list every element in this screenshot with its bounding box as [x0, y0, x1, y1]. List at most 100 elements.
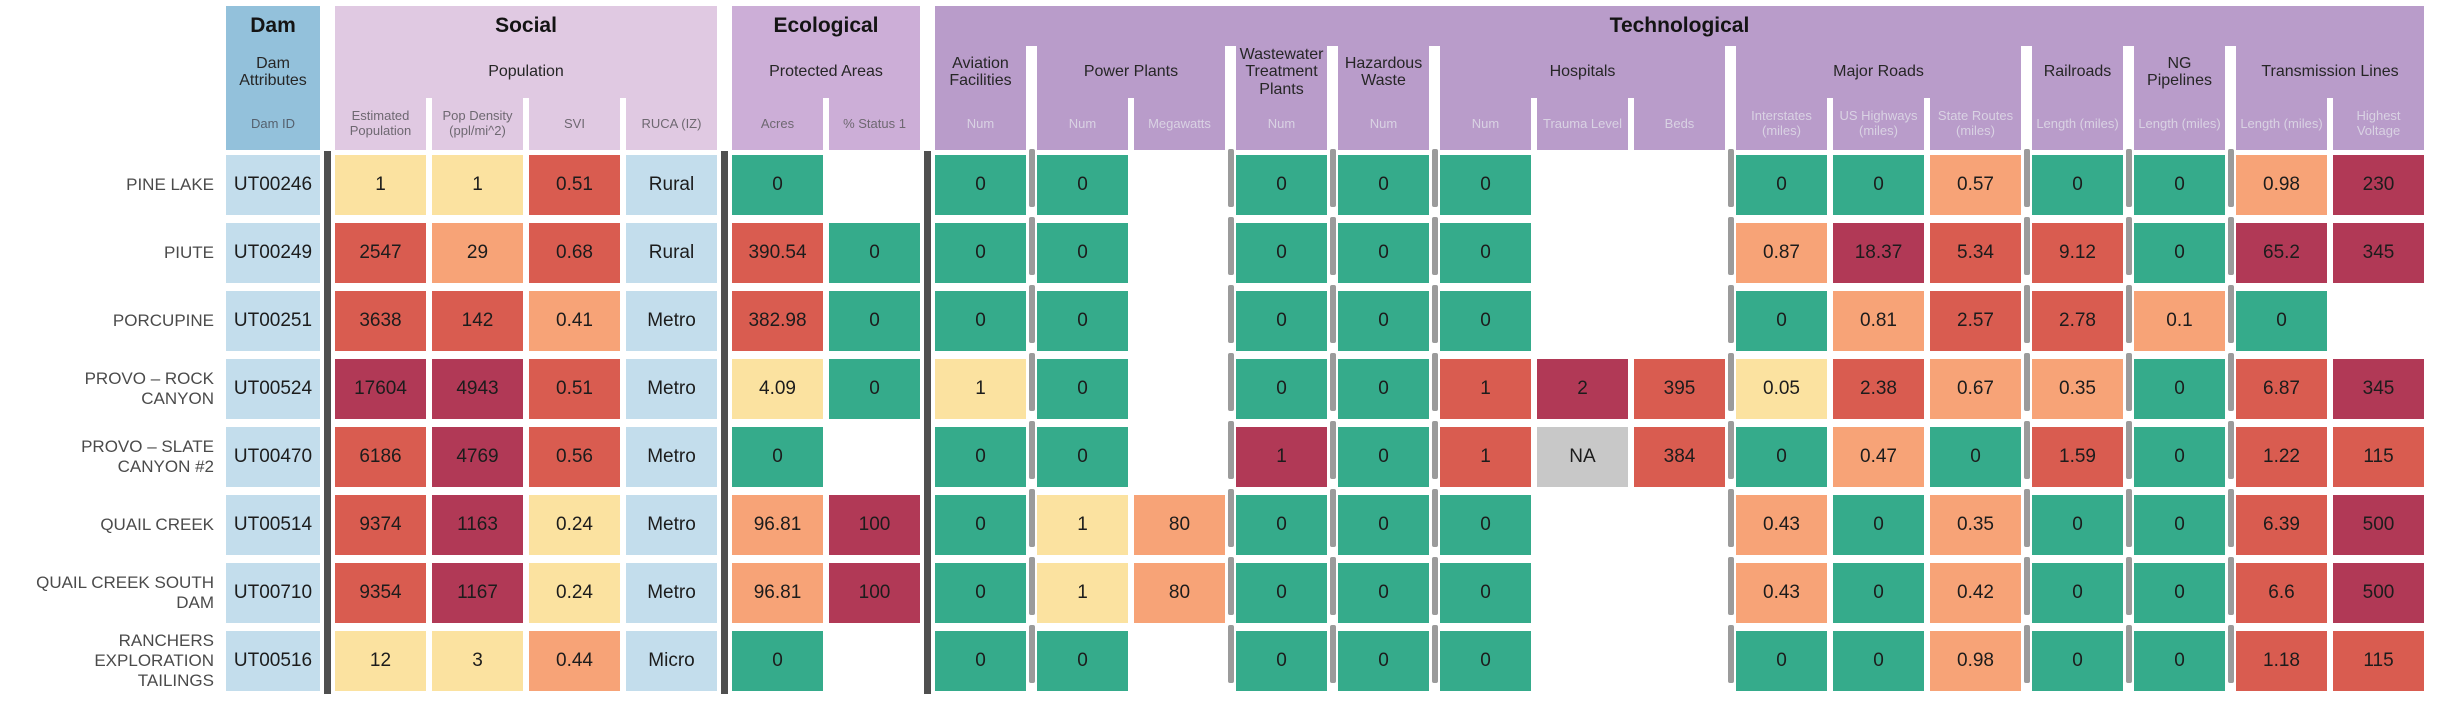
cell-pct_status1: 100	[829, 495, 920, 555]
subgroup-separator-dash	[1227, 421, 1234, 479]
cell-pp_num: 0	[1037, 631, 1128, 691]
cell-us_highways: 0	[1833, 495, 1924, 555]
cell-state_routes: 0.67	[1930, 359, 2021, 419]
cell-pct_status1: 0	[829, 291, 920, 351]
cell-ww_num: 1	[1236, 427, 1327, 487]
cell-est_pop: 3638	[335, 291, 426, 351]
cell-aviation_num: 0	[935, 495, 1026, 555]
group-separator-bar	[324, 151, 331, 694]
row-label: PIUTE	[163, 242, 214, 262]
subgroup-header-aviation: Aviation Facilities	[935, 46, 1026, 98]
cell-pp_num: 0	[1037, 291, 1128, 351]
subgroup-separator-dash	[1431, 353, 1438, 411]
subgroup-separator-dash	[2023, 557, 2030, 615]
cell-rr_length: 0	[2032, 495, 2123, 555]
cell-rr_length: 9.12	[2032, 223, 2123, 283]
subgroup-separator-dash	[2125, 285, 2132, 343]
row-label: PINE LAKE	[126, 174, 214, 194]
cell-dam_id: UT00249	[226, 223, 320, 283]
cell-dam_id: UT00514	[226, 495, 320, 555]
cell-est_pop: 17604	[335, 359, 426, 419]
subgroup-separator-dash	[2023, 625, 2030, 683]
cell-pop_density: 29	[432, 223, 523, 283]
subgroup-separator-dash	[1329, 421, 1336, 479]
cell-trans_length: 6.87	[2236, 359, 2327, 419]
cell-svi: 0.51	[529, 155, 620, 215]
subgroup-separator-dash	[1329, 353, 1336, 411]
subgroup-header-dam_attributes: Dam Attributes	[226, 46, 320, 98]
column-header-rr_length: Length (miles)	[2032, 98, 2123, 150]
cell-interstates: 0	[1736, 631, 1827, 691]
cell-haz_num: 0	[1338, 427, 1429, 487]
column-header-dam_id: Dam ID	[226, 98, 320, 150]
subgroup-separator-dash	[2125, 217, 2132, 275]
cell-pop_density: 3	[432, 631, 523, 691]
subgroup-header-ng_pipelines: NG Pipelines	[2134, 46, 2225, 98]
subgroup-header-transmission: Transmission Lines	[2236, 46, 2424, 98]
cell-svi: 0.51	[529, 359, 620, 419]
subgroup-separator-dash	[1028, 557, 1035, 615]
cell-hosp_num: 1	[1440, 359, 1531, 419]
cell-us_highways: 18.37	[1833, 223, 1924, 283]
subgroup-header-hospitals: Hospitals	[1440, 46, 1725, 98]
cell-ww_num: 0	[1236, 495, 1327, 555]
column-header-beds: Beds	[1634, 98, 1725, 150]
cell-ruca: Rural	[626, 155, 717, 215]
cell-hosp_num: 0	[1440, 495, 1531, 555]
cell-acres: 382.98	[732, 291, 823, 351]
cell-ng_length: 0	[2134, 427, 2225, 487]
cell-haz_num: 0	[1338, 223, 1429, 283]
cell-svi: 0.24	[529, 495, 620, 555]
cell-us_highways: 0	[1833, 155, 1924, 215]
subgroup-header-railroads: Railroads	[2032, 46, 2123, 98]
cell-ww_num: 0	[1236, 631, 1327, 691]
cell-ww_num: 0	[1236, 155, 1327, 215]
subgroup-separator-dash	[2227, 353, 2234, 411]
cell-est_pop: 9374	[335, 495, 426, 555]
cell-pp_num: 1	[1037, 495, 1128, 555]
subgroup-separator-dash	[1227, 353, 1234, 411]
subgroup-separator-dash	[2227, 489, 2234, 547]
cell-est_pop: 2547	[335, 223, 426, 283]
cell-rr_length: 2.78	[2032, 291, 2123, 351]
cell-state_routes: 5.34	[1930, 223, 2021, 283]
subgroup-header-wastewater: Wastewater Treatment Plants	[1236, 46, 1327, 98]
cell-beds: 384	[1634, 427, 1725, 487]
column-header-aviation_num: Num	[935, 98, 1026, 150]
cell-trans_length: 1.18	[2236, 631, 2327, 691]
subgroup-separator-dash	[2227, 285, 2234, 343]
cell-ruca: Metro	[626, 563, 717, 623]
cell-pop_density: 142	[432, 291, 523, 351]
cell-trauma_level: NA	[1537, 427, 1628, 487]
cell-dam_id: UT00524	[226, 359, 320, 419]
cell-acres: 0	[732, 427, 823, 487]
cell-haz_num: 0	[1338, 563, 1429, 623]
column-header-pp_num: Num	[1037, 98, 1128, 150]
cell-ng_length: 0	[2134, 563, 2225, 623]
cell-hosp_num: 0	[1440, 155, 1531, 215]
subgroup-separator-dash	[1227, 489, 1234, 547]
subgroup-separator-dash	[1727, 285, 1734, 343]
group-separator-bar	[721, 151, 728, 694]
subgroup-separator-dash	[1227, 285, 1234, 343]
subgroup-separator-dash	[2227, 217, 2234, 275]
cell-us_highways: 0.47	[1833, 427, 1924, 487]
cell-ng_length: 0	[2134, 359, 2225, 419]
cell-svi: 0.56	[529, 427, 620, 487]
cell-aviation_num: 0	[935, 563, 1026, 623]
subgroup-separator-dash	[1329, 217, 1336, 275]
cell-pop_density: 4943	[432, 359, 523, 419]
column-header-svi: SVI	[529, 98, 620, 150]
cell-ruca: Metro	[626, 291, 717, 351]
cell-aviation_num: 0	[935, 223, 1026, 283]
column-header-pop_density: Pop Density (ppl/mi^2)	[432, 98, 523, 150]
cell-us_highways: 0	[1833, 563, 1924, 623]
cell-ww_num: 0	[1236, 359, 1327, 419]
cell-haz_num: 0	[1338, 495, 1429, 555]
column-header-haz_num: Num	[1338, 98, 1429, 150]
group-header-social: Social	[335, 6, 717, 46]
subgroup-separator-dash	[2023, 353, 2030, 411]
cell-svi: 0.41	[529, 291, 620, 351]
cell-ww_num: 0	[1236, 563, 1327, 623]
cell-interstates: 0	[1736, 427, 1827, 487]
